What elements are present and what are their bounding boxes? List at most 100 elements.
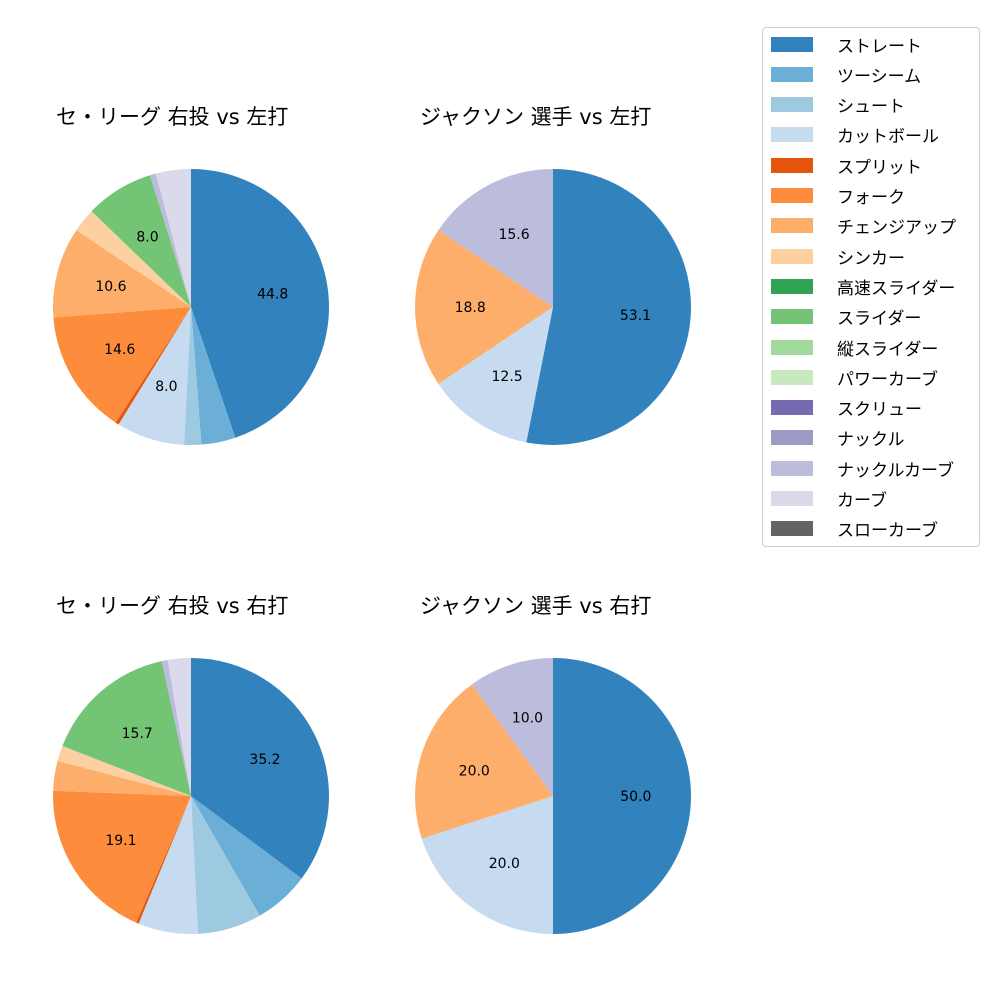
legend-item: シンカー — [771, 245, 905, 269]
pie-slice — [526, 169, 692, 445]
legend-swatch — [771, 157, 813, 173]
pie-slice-label: 19.1 — [105, 833, 136, 849]
legend-item: カットボール — [771, 124, 939, 148]
legend-label: ナックルカーブ — [837, 460, 954, 481]
legend-swatch — [771, 97, 813, 113]
legend-label: 高速スライダー — [837, 278, 956, 299]
legend-item: スライダー — [771, 306, 922, 330]
legend-item: 縦スライダー — [771, 336, 939, 360]
legend-item: スプリット — [771, 154, 922, 178]
legend-swatch — [771, 248, 813, 264]
pie-slice — [52, 230, 191, 318]
legend-label: ツーシーム — [837, 66, 922, 87]
pie-slice — [414, 684, 553, 839]
pie-slice — [553, 658, 691, 934]
pie-slice — [53, 760, 191, 796]
pie-slice-label: 8.0 — [136, 230, 158, 246]
legend-label: スライダー — [837, 309, 922, 330]
legend-item: ナックルカーブ — [771, 457, 954, 481]
legend-swatch — [771, 400, 813, 416]
pie-slice — [161, 659, 191, 796]
pie-slice-label: 35.2 — [249, 752, 280, 768]
pie-slice-label: 8.0 — [155, 379, 177, 395]
pie-slice — [53, 307, 191, 423]
pie-slice — [191, 169, 329, 438]
legend-label: ストレート — [837, 36, 922, 57]
pie-slice-label: 20.0 — [459, 763, 490, 779]
pie-slice — [118, 307, 191, 445]
legend-swatch — [771, 188, 813, 203]
pie-slice-label: 10.0 — [512, 710, 543, 726]
legend-swatch — [771, 339, 813, 355]
pie-slice-label: 12.5 — [492, 369, 523, 385]
pie-slice — [115, 307, 191, 425]
legend-swatch — [771, 460, 813, 476]
pie-slice-label: 44.8 — [257, 287, 288, 303]
legend-item: カーブ — [771, 488, 887, 511]
legend-item: スクリュー — [771, 397, 922, 421]
pie-slice — [155, 169, 191, 307]
legend-swatch — [771, 430, 813, 446]
pie-slice — [138, 796, 198, 934]
pie-slice — [167, 658, 191, 796]
pie-slice-label: 50.0 — [620, 789, 651, 805]
legend-item: 高速スライダー — [771, 275, 956, 299]
legend-label: 縦スライダー — [837, 339, 939, 360]
legend-label: カットボール — [837, 127, 939, 148]
legend-swatch — [771, 36, 813, 52]
legend-swatch — [771, 218, 813, 234]
pie-slice — [421, 796, 553, 934]
legend-item: スローカーブ — [771, 518, 938, 542]
legend-label: シンカー — [837, 248, 905, 269]
legend-label: パワーカーブ — [837, 369, 938, 390]
legend-item: パワーカーブ — [771, 366, 938, 390]
pie-slice — [471, 658, 553, 796]
pie-title-2: ジャクソン 選手 vs 左打 — [420, 105, 652, 129]
legend: ストレートツーシームシュートカットボール スプリットフォークチェンジアップ シンカー… — [762, 27, 980, 547]
pie-slice-label: 53.1 — [620, 308, 651, 324]
pie-title-1: セ・リーグ 右投 vs 左打 — [56, 105, 289, 129]
pie-slice-label: 18.8 — [455, 300, 486, 316]
legend-item: ストレート — [771, 33, 922, 57]
pie-slice — [191, 796, 260, 934]
legend-swatch — [771, 278, 813, 294]
pie-slice — [438, 307, 553, 443]
pie-slice — [184, 307, 202, 446]
legend-label: ナックル — [837, 430, 905, 451]
pie-slice — [136, 796, 191, 924]
pie-slice — [191, 796, 302, 916]
pie-slice — [191, 658, 329, 879]
pie-slice — [76, 211, 191, 307]
pie-slice — [62, 661, 191, 796]
pie-slice — [52, 790, 191, 923]
legend-swatch — [771, 127, 813, 143]
pie-slice — [150, 173, 191, 307]
legend-label: シュート — [837, 97, 905, 118]
legend-swatch — [771, 309, 813, 325]
pie-slice-label: 20.0 — [489, 856, 520, 872]
pie-slice-label: 14.6 — [104, 342, 135, 358]
pie-title-3: セ・リーグ 右投 vs 右打 — [56, 594, 289, 618]
pie-slice-label: 15.6 — [498, 227, 529, 243]
pie-slice — [57, 746, 191, 796]
legend-swatch — [771, 521, 813, 537]
legend-label: カーブ — [837, 491, 887, 511]
legend-item: シュート — [771, 94, 905, 118]
pie-slice-label: 15.7 — [122, 726, 153, 742]
legend-label: チェンジアップ — [837, 218, 956, 239]
legend-swatch — [771, 491, 813, 506]
pie-slice — [415, 230, 553, 384]
legend-swatch — [771, 66, 813, 82]
legend-label: フォーク — [837, 188, 905, 208]
legend-label: スプリット — [837, 157, 922, 178]
legend-label: スローカーブ — [837, 521, 938, 542]
legend-item: ナックル — [771, 427, 905, 451]
legend-swatch — [771, 369, 813, 385]
legend-item: チェンジアップ — [771, 215, 956, 239]
pie-slice — [191, 307, 236, 445]
legend-label: スクリュー — [837, 400, 922, 421]
